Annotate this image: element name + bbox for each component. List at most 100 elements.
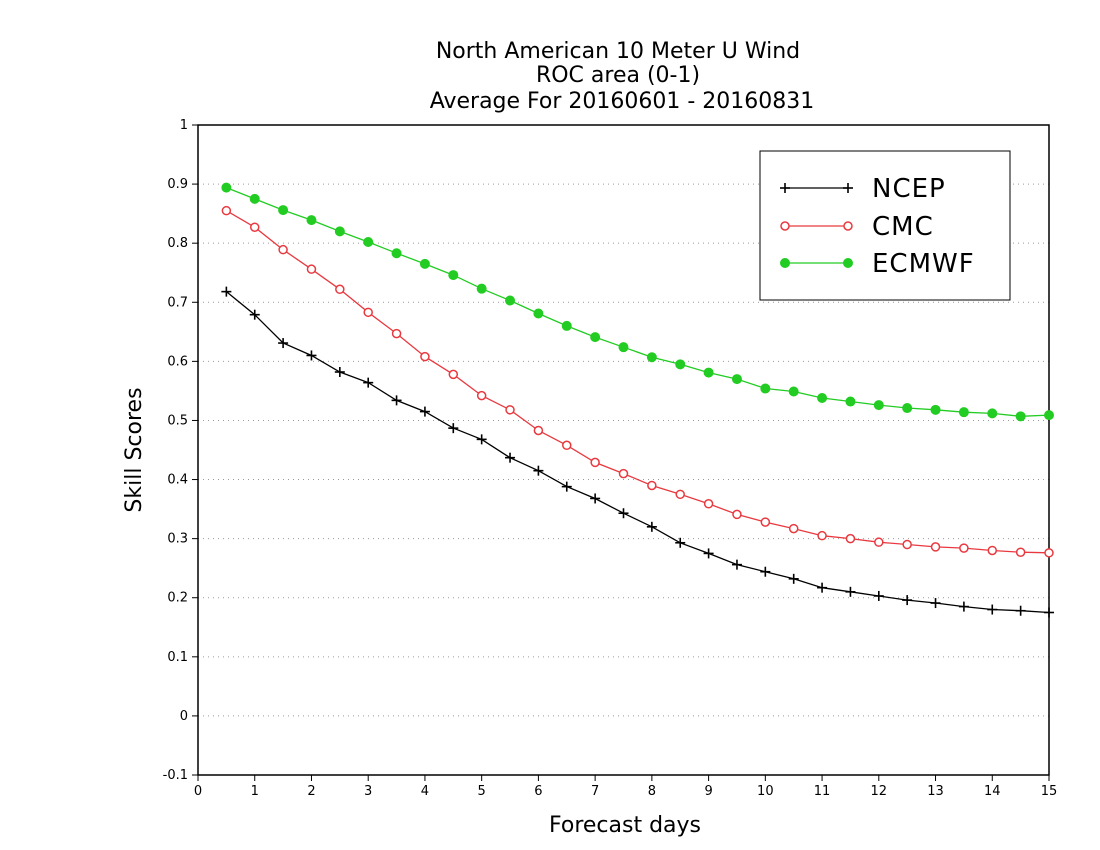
y-tick-label-8: 0.7 [167, 295, 188, 310]
point-cmc-21 [817, 530, 827, 541]
point-ecmwf-21 [817, 393, 828, 403]
point-ecmwf-7 [419, 258, 430, 269]
point-ecmwf-17 [703, 367, 714, 378]
legend-marker-end-ncep [843, 183, 853, 193]
point-ecmwf-20 [788, 386, 799, 397]
point-cmc-7 [420, 351, 430, 362]
point-cmc-2 [278, 244, 288, 255]
series [221, 182, 1054, 618]
title-line-1: North American 10 Meter U Wind [436, 39, 800, 64]
y-tick-label-2: 0.1 [167, 650, 188, 665]
point-ncep-20 [788, 573, 799, 584]
point-ncep-27 [987, 604, 998, 615]
point-ncep-10 [505, 452, 516, 463]
y-tick-label-11: 1 [180, 118, 188, 133]
point-cmc-16 [675, 489, 685, 500]
point-cmc-17 [703, 499, 714, 509]
point-ncep-9 [476, 434, 487, 445]
y-tick-label-6: 0.5 [167, 413, 188, 428]
point-cmc-6 [391, 328, 402, 339]
point-cmc-15 [647, 480, 657, 491]
point-ecmwf-25 [930, 404, 941, 415]
point-cmc-12 [562, 440, 572, 451]
point-ncep-5 [363, 377, 374, 388]
point-ncep-0 [221, 286, 232, 297]
point-ecmwf-0 [221, 182, 232, 193]
point-cmc-27 [987, 545, 998, 556]
point-ncep-7 [419, 406, 430, 417]
series-line-ncep [225, 291, 1050, 614]
legend-label-ecmwf: ECMWF [872, 249, 975, 279]
y-tick-label-0: -0.1 [163, 768, 188, 783]
point-cmc-18 [732, 509, 742, 520]
chart-title: North American 10 Meter U Wind ROC area … [430, 39, 815, 114]
point-cmc-24 [902, 539, 912, 550]
point-ecmwf-28 [1015, 411, 1026, 422]
point-ecmwf-9 [476, 283, 487, 294]
x-tick-label-9: 9 [704, 784, 712, 799]
point-ecmwf-15 [646, 352, 657, 363]
point-cmc-14 [618, 468, 629, 479]
point-cmc-8 [448, 369, 459, 380]
point-cmc-25 [930, 542, 941, 552]
point-cmc-13 [590, 457, 600, 468]
x-tick-label-8: 8 [648, 784, 656, 799]
point-ncep-24 [902, 595, 913, 606]
x-tick-label-11: 11 [814, 784, 831, 799]
point-ncep-16 [675, 537, 686, 548]
point-cmc-20 [788, 523, 799, 534]
point-ncep-18 [731, 559, 742, 570]
point-ecmwf-3 [306, 215, 317, 226]
x-tick-label-0: 0 [194, 784, 202, 799]
point-ncep-14 [618, 508, 629, 519]
point-ecmwf-23 [873, 400, 884, 411]
point-ncep-13 [590, 493, 601, 504]
series-ecmwf [221, 182, 1054, 422]
series-ncep [221, 286, 1054, 618]
x-tick-label-10: 10 [757, 784, 774, 799]
point-ecmwf-19 [760, 383, 771, 394]
point-cmc-1 [249, 222, 260, 232]
legend-marker-start-ecmwf [780, 258, 790, 268]
legend-marker-start-cmc [780, 221, 790, 231]
point-ecmwf-18 [731, 374, 742, 385]
point-ncep-17 [703, 548, 714, 559]
point-ncep-11 [533, 465, 544, 476]
point-ecmwf-22 [845, 396, 856, 407]
point-ncep-8 [448, 423, 459, 434]
axes: -0.100.10.20.30.40.50.60.70.80.910 1 2 3 4 5 6… [163, 118, 1058, 799]
legend-entry-cmc: CMC [780, 212, 933, 242]
point-ncep-23 [873, 590, 884, 601]
point-cmc-10 [505, 405, 515, 415]
x-tick-label-1: 1 [251, 784, 259, 799]
x-tick-label-12: 12 [871, 784, 888, 799]
point-cmc-22 [845, 533, 856, 544]
point-ecmwf-24 [902, 403, 913, 414]
point-ncep-12 [561, 481, 572, 492]
y-axis-label: Skill Scores [122, 387, 147, 512]
point-cmc-29 [1044, 548, 1054, 558]
x-tick-label-5: 5 [478, 784, 486, 799]
point-cmc-5 [363, 307, 373, 318]
point-cmc-0 [221, 205, 232, 216]
point-cmc-9 [476, 390, 487, 401]
point-ncep-4 [334, 367, 345, 377]
y-tick-label-4: 0.3 [167, 532, 188, 547]
legend-marker-start-ncep [780, 183, 790, 193]
point-ncep-19 [760, 566, 771, 577]
point-ncep-6 [391, 395, 402, 406]
point-cmc-26 [959, 543, 969, 553]
point-ecmwf-14 [618, 342, 629, 353]
title-line-2: ROC area (0-1) [536, 63, 700, 88]
point-ecmwf-26 [958, 407, 969, 418]
legend-marker-end-cmc [843, 221, 853, 231]
x-tick-label-6: 6 [534, 784, 542, 799]
point-cmc-28 [1015, 547, 1026, 557]
legend-entry-ecmwf: ECMWF [780, 249, 975, 279]
point-ecmwf-10 [505, 295, 516, 306]
series-cmc [221, 205, 1054, 558]
point-ecmwf-1 [249, 193, 260, 204]
point-ncep-3 [306, 350, 317, 361]
point-ncep-29 [1044, 607, 1054, 618]
